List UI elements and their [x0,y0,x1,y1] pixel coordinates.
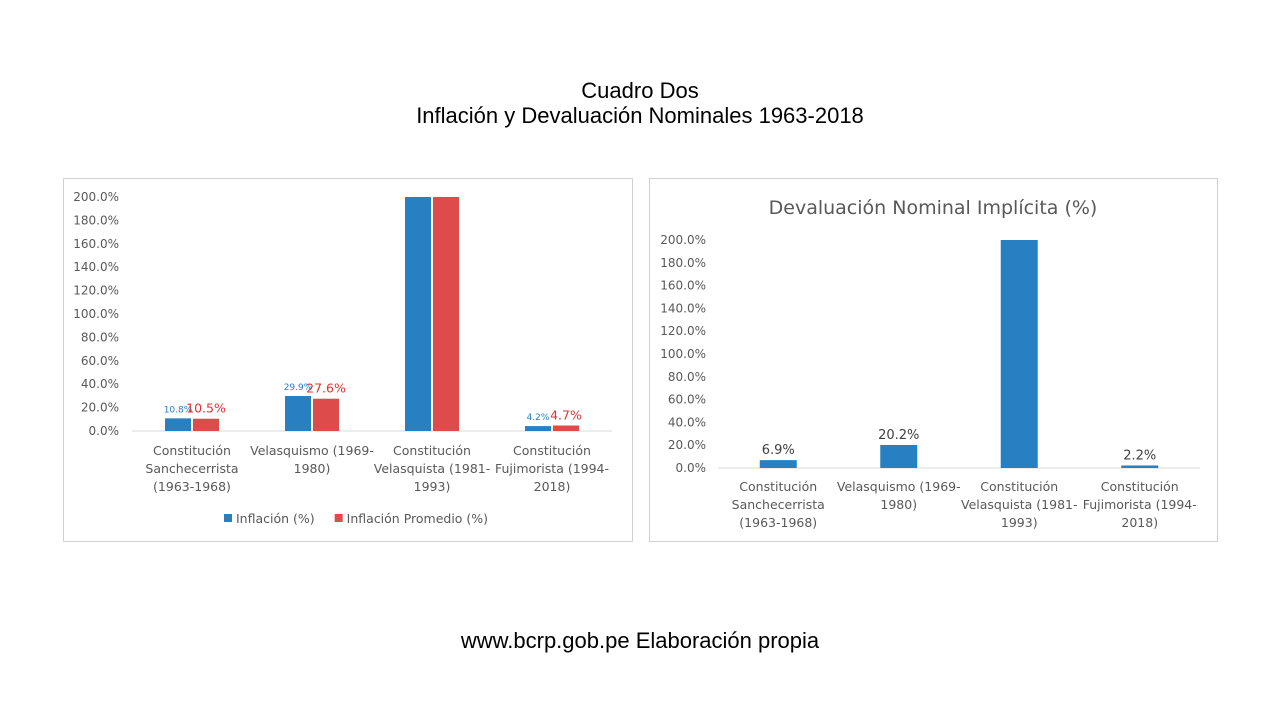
y-tick-label: 200.0% [660,233,706,247]
page-title: Cuadro Dos Inflación y Devaluación Nomin… [0,78,1280,128]
y-tick-label: 140.0% [73,260,119,274]
bar-series0-cat2 [405,197,431,431]
x-category-label: Constitución [513,443,591,458]
x-category-label: 2018) [1121,515,1158,530]
x-category-label: 1993) [1001,515,1038,530]
bar-series1-cat0 [193,418,219,431]
y-tick-label: 200.0% [73,190,119,204]
y-tick-label: 40.0% [668,415,706,429]
y-tick-label: 40.0% [81,377,119,391]
bar-series0-cat0 [759,460,797,468]
data-label: 27.6% [306,381,346,396]
y-tick-label: 120.0% [660,324,706,338]
bar-series1-cat2 [433,197,459,431]
y-tick-label: 80.0% [81,330,119,344]
y-tick-label: 180.0% [73,213,119,227]
y-tick-label: 80.0% [668,370,706,384]
x-category-label: Velasquista (1981- [961,497,1078,512]
page-title-line2: Inflación y Devaluación Nominales 1963-2… [416,103,864,128]
x-category-label: Velasquismo (1969- [837,479,961,494]
data-label: 2.2% [1123,448,1156,463]
x-category-label: 1993) [414,479,451,494]
x-category-label: Constitución [1101,479,1179,494]
legend-swatch [224,514,232,522]
data-label: 6.9% [762,443,795,458]
data-label: 10.5% [186,401,226,416]
x-category-label: Sanchecerrista [732,497,825,512]
bar-series1-cat1 [313,398,339,431]
devaluation-chart-panel: Devaluación Nominal Implícita (%) 0.0% 20.… [649,178,1218,542]
page-title-line1: Cuadro Dos [581,78,699,103]
bar-series0-cat1 [285,396,311,431]
y-tick-label: 20.0% [668,438,706,452]
y-tick-label: 0.0% [89,424,120,438]
chart-title: Devaluación Nominal Implícita (%) [769,197,1098,219]
y-tick-label: 180.0% [660,256,706,270]
x-category-label: 1980) [294,461,331,476]
inflation-bar-chart: 0.0% 20.0% 40.0% 60.0% 80.0% 100.0% 120.0% 140.… [73,190,612,526]
y-tick-label: 140.0% [660,301,706,315]
x-category-label: Velasquista (1981- [374,461,491,476]
data-label: 10.8% [164,405,193,415]
y-tick-label: 160.0% [73,237,119,251]
y-tick-label: 120.0% [73,284,119,298]
bar-series0-cat0 [165,418,191,431]
y-tick-label: 100.0% [660,347,706,361]
y-tick-label: 60.0% [668,393,706,407]
legend-entry: Inflación (%) [236,511,315,526]
legend-entry: Inflación Promedio (%) [347,511,488,526]
source-footer: www.bcrp.gob.pe Elaboración propia [460,628,820,653]
y-tick-label: 0.0% [676,461,707,475]
legend-swatch [334,514,343,522]
x-category-label: (1963-1968) [739,515,817,530]
x-category-label: Constitución [393,443,471,458]
bar-series0-cat1 [880,444,918,468]
x-category-label: Constitución [980,479,1058,494]
x-category-label: (1963-1968) [153,479,231,494]
data-label: 4.7% [550,408,582,423]
bar-series1-cat3 [553,425,579,431]
data-label: 20.2% [878,428,919,443]
data-label: 29.9% [284,383,313,393]
x-category-label: Constitución [153,443,231,458]
data-label: 4.2% [527,413,550,423]
inflation-chart-panel: 0.0% 20.0% 40.0% 60.0% 80.0% 100.0% 120.0% 140.… [63,178,633,542]
bar-series0-cat3 [525,426,551,431]
y-tick-label: 100.0% [73,307,119,321]
x-category-label: 2018) [534,479,571,494]
x-category-label: Velasquismo (1969- [250,443,374,458]
x-category-label: 1980) [880,497,917,512]
bar-series0-cat3 [1121,465,1159,468]
x-category-label: Sanchecerrista [145,461,238,476]
y-tick-label: 60.0% [81,354,119,368]
y-tick-label: 160.0% [660,279,706,293]
x-category-label: Fujimorista (1994- [495,461,609,476]
bar-series0-cat2 [1000,240,1038,468]
x-category-label: Constitución [739,479,817,494]
devaluation-bar-chart: Devaluación Nominal Implícita (%) 0.0% 20.… [660,197,1200,530]
y-tick-label: 20.0% [81,401,119,415]
x-category-label: Fujimorista (1994- [1083,497,1197,512]
